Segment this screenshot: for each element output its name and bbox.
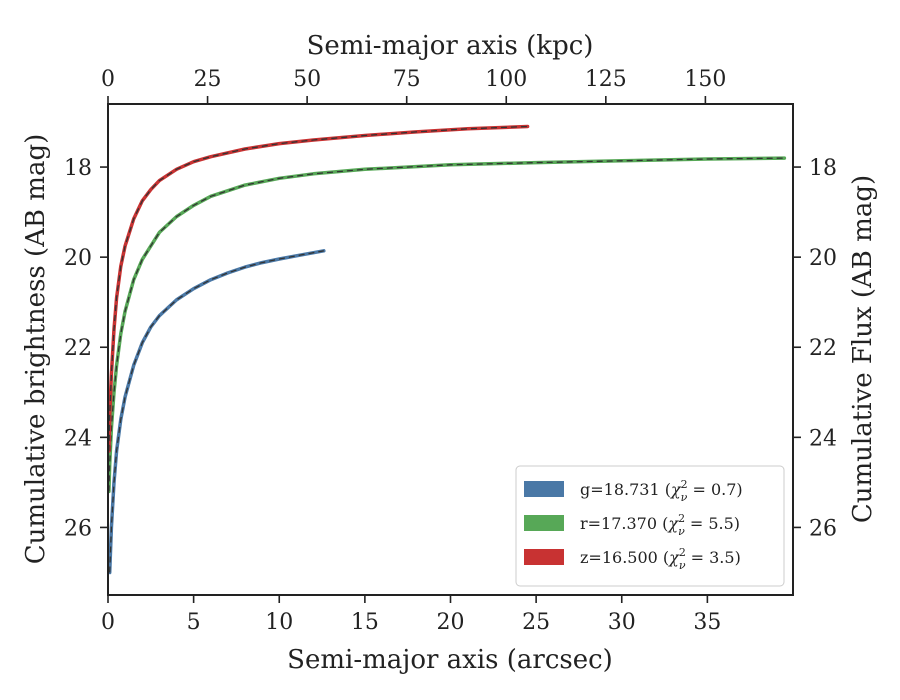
- legend-swatch-2: [524, 549, 564, 565]
- y2-tick-label: 20: [809, 246, 837, 271]
- y-tick-label: 24: [64, 426, 92, 451]
- legend: g=18.731 (χ2 ν = 0.7) r=17.370 (χ2 ν = 5.5)…: [515, 465, 785, 587]
- x-tick-label: 10: [265, 610, 293, 635]
- series-layer: [107, 124, 787, 575]
- x-tick-label: 30: [608, 610, 636, 635]
- x2-tick-label: 75: [393, 67, 421, 92]
- x2-tick-label: 50: [293, 67, 321, 92]
- x-tick-label: 25: [522, 610, 550, 635]
- x2-tick-label: 150: [684, 67, 726, 92]
- y-axis-left: 18 20 22 24 26: [64, 156, 108, 541]
- legend-label-0: g=18.731 (χ2 ν = 0.7): [580, 478, 743, 504]
- y-tick-label: 26: [64, 516, 92, 541]
- legend-label-2: z=16.500 (χ2 ν = 3.5): [580, 546, 741, 572]
- x-tick-label: 5: [187, 610, 201, 635]
- x2-tick-label: 125: [585, 67, 627, 92]
- y2-tick-label: 26: [809, 516, 837, 541]
- x2-axis-title: Semi-major axis (kpc): [307, 31, 594, 61]
- y-tick-label: 18: [64, 156, 92, 181]
- y-tick-label: 22: [64, 336, 92, 361]
- x2-tick-label: 25: [194, 67, 222, 92]
- y2-tick-label: 24: [809, 426, 837, 451]
- y2-tick-label: 18: [809, 156, 837, 181]
- x2-tick-label: 0: [101, 67, 115, 92]
- y-axis-right: 18 20 22 24 26: [793, 156, 837, 541]
- y2-tick-label: 22: [809, 336, 837, 361]
- legend-swatch-0: [524, 481, 564, 497]
- y2-axis-title: Cumulative Flux (AB mag): [848, 175, 878, 523]
- legend-swatch-1: [524, 515, 564, 531]
- y-axis-title: Cumulative brightness (AB mag): [21, 134, 51, 565]
- x2-tick-label: 100: [485, 67, 527, 92]
- x-tick-label: 0: [101, 610, 115, 635]
- x-axis-title: Semi-major axis (arcsec): [287, 645, 613, 675]
- x-tick-label: 15: [351, 610, 379, 635]
- series-line-0: [107, 249, 326, 575]
- y-tick-label: 20: [64, 246, 92, 271]
- series-model-line-1: [108, 157, 785, 492]
- x-tick-label: 35: [693, 610, 721, 635]
- legend-label-1: r=17.370 (χ2 ν = 5.5): [580, 512, 740, 538]
- series-model-line-2: [108, 125, 528, 451]
- x-axis-top: 0 25 50 75 100 125 150: [101, 67, 726, 104]
- x-tick-label: 20: [437, 610, 465, 635]
- legend-frame: [515, 465, 785, 587]
- x-axis-bottom: 0 5 10 15 20 25 30 35: [101, 595, 721, 635]
